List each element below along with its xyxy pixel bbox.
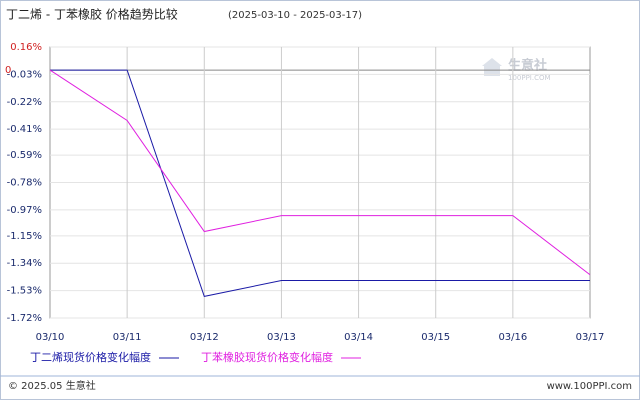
y-tick-label: -0.03% bbox=[7, 69, 42, 80]
y-tick-label: -1.53% bbox=[7, 286, 42, 297]
watermark-name: 生意社 bbox=[508, 58, 547, 74]
legend-label: 丁二烯现货价格变化幅度 bbox=[30, 350, 151, 364]
x-tick-label: 03/10 bbox=[36, 332, 65, 343]
chart-subtitle: (2025-03-10 - 2025-03-17) bbox=[228, 10, 362, 21]
chart-title: 丁二烯 - 丁苯橡胶 价格趋势比较 bbox=[6, 7, 178, 22]
x-tick-label: 03/11 bbox=[113, 332, 142, 343]
y-tick-label: -0.22% bbox=[7, 97, 42, 108]
y-tick-label: -0.59% bbox=[7, 150, 42, 161]
watermark-icon bbox=[482, 58, 502, 76]
y-tick-label: -1.34% bbox=[7, 258, 42, 269]
footer-right: www.100PPI.com bbox=[547, 381, 632, 392]
legend-label: 丁苯橡胶现货价格变化幅度 bbox=[201, 350, 333, 364]
footer-left: © 2025.05 生意社 bbox=[8, 379, 96, 392]
y-tick-label: -0.78% bbox=[7, 178, 42, 189]
x-tick-label: 03/17 bbox=[576, 332, 605, 343]
watermark-site: 100PPI.COM bbox=[508, 74, 551, 82]
series-line bbox=[50, 69, 590, 297]
y-tick-label: 0.16% bbox=[10, 42, 42, 53]
series-line bbox=[49, 69, 591, 276]
y-tick-label: -1.72% bbox=[7, 313, 42, 324]
x-tick-label: 03/15 bbox=[421, 332, 450, 343]
x-tick-label: 03/16 bbox=[498, 332, 527, 343]
y-tick-label: 0 bbox=[5, 65, 11, 76]
y-tick-label: -0.97% bbox=[7, 205, 42, 216]
watermark: 生意社 100PPI.COM bbox=[482, 58, 551, 82]
x-tick-label: 03/14 bbox=[344, 332, 373, 343]
x-tick-label: 03/12 bbox=[190, 332, 219, 343]
y-tick-label: -0.41% bbox=[7, 124, 42, 135]
y-tick-label: -1.15% bbox=[7, 231, 42, 242]
x-tick-label: 03/13 bbox=[267, 332, 296, 343]
